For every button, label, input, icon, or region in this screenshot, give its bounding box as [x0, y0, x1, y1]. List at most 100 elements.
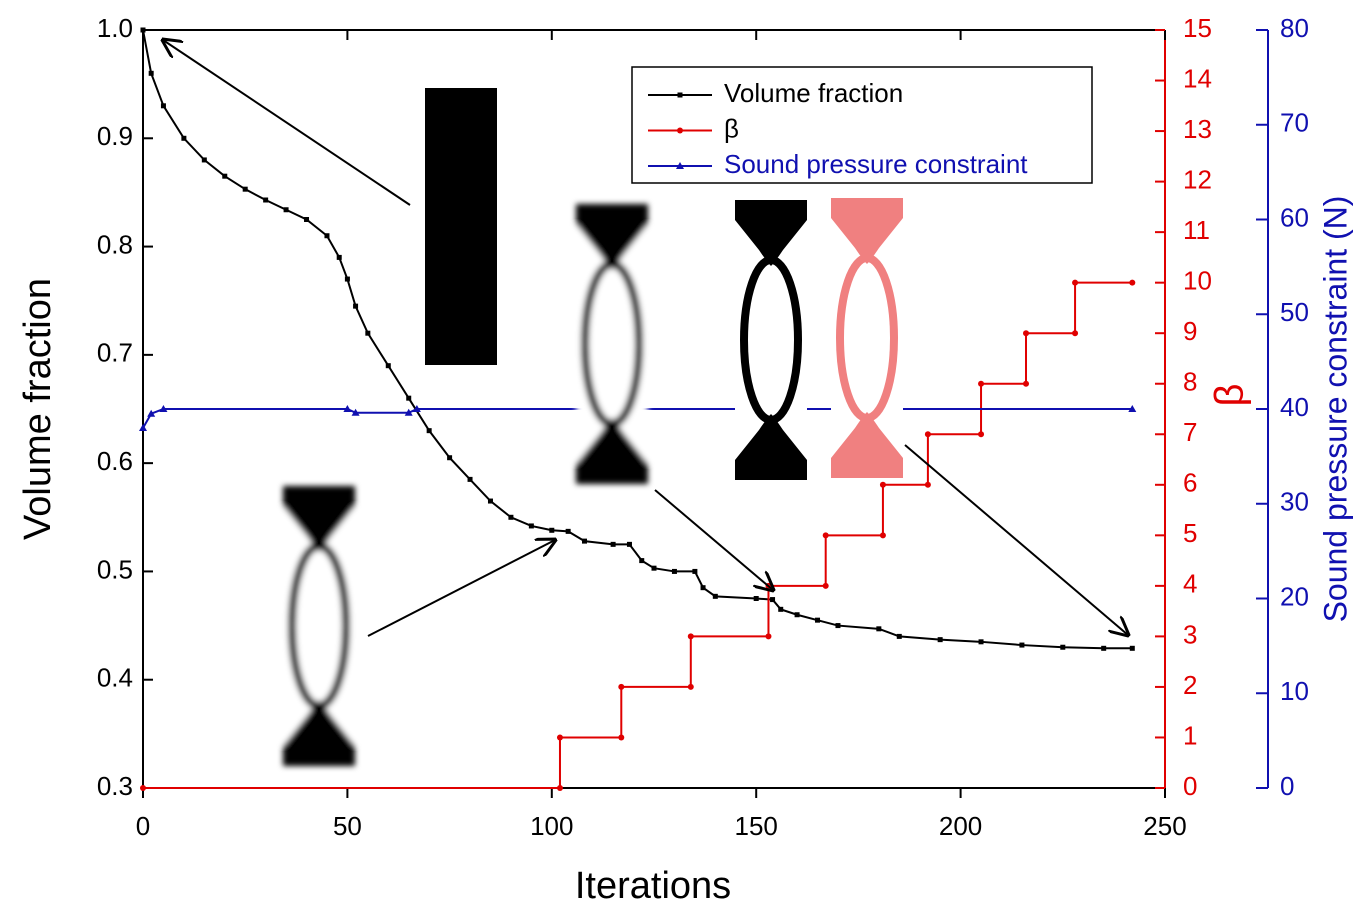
y3-tick-label: 70 [1280, 108, 1309, 138]
arrow [654, 489, 773, 590]
marker [222, 173, 228, 179]
x-tick-label: 250 [1143, 811, 1186, 841]
axis-titles: Iterations Volume fraction β Sound press… [17, 196, 1353, 907]
y2-tick-label: 12 [1183, 164, 1212, 194]
y3-tick-label: 50 [1280, 297, 1309, 327]
y2-tick-label: 1 [1183, 720, 1197, 750]
y2-tick-label: 4 [1183, 569, 1197, 599]
marker [618, 734, 625, 741]
marker [148, 70, 154, 76]
y-axis-title: Volume fraction [17, 278, 59, 540]
arrow [904, 444, 1128, 635]
marker [876, 626, 882, 632]
marker [159, 405, 168, 412]
y2-tick-label: 15 [1183, 13, 1212, 43]
y2-tick-label: 11 [1183, 215, 1210, 245]
marker [692, 568, 698, 574]
marker [556, 785, 563, 791]
y3-tick-label: 0 [1280, 771, 1294, 801]
y2-tick-label: 7 [1183, 417, 1197, 447]
marker [610, 541, 616, 547]
x-tick-label: 100 [530, 811, 573, 841]
y2-tick-label: 10 [1183, 266, 1212, 296]
marker [528, 523, 534, 529]
marker [344, 276, 350, 282]
marker [1072, 279, 1079, 286]
y2-tick-label: 6 [1183, 468, 1197, 498]
marker [879, 481, 886, 488]
y2-tick-label: 8 [1183, 367, 1197, 397]
marker [140, 785, 146, 791]
marker [1129, 279, 1136, 286]
marker [978, 639, 984, 645]
marker [508, 514, 514, 520]
y-tick-label: 0.3 [97, 771, 133, 801]
y3-tick-label: 60 [1280, 202, 1309, 232]
marker [283, 207, 289, 213]
marker [1129, 645, 1135, 651]
marker [582, 538, 588, 544]
marker [639, 558, 645, 564]
y2-axis-title: β [1208, 383, 1252, 406]
y-tick-label: 1.0 [97, 13, 133, 43]
arrow [163, 40, 411, 206]
x-tick-label: 50 [333, 811, 362, 841]
marker [487, 498, 493, 504]
series-line [143, 281, 1133, 789]
marker [336, 254, 342, 260]
marker [426, 428, 432, 434]
marker [978, 431, 985, 438]
marker [924, 431, 931, 438]
x-tick-label: 0 [136, 811, 150, 841]
y-tick-label: 0.4 [97, 663, 133, 693]
marker [139, 423, 147, 431]
y2-tick-label: 3 [1183, 619, 1197, 649]
marker [778, 606, 784, 612]
marker [924, 481, 931, 488]
marker [1072, 330, 1079, 337]
marker [822, 532, 829, 539]
y-tick-label: 0.7 [97, 338, 133, 368]
marker [447, 455, 453, 461]
legend-box [631, 66, 1093, 184]
topology-final [831, 198, 903, 478]
marker [879, 532, 886, 539]
marker [712, 593, 718, 599]
y2-tick-label: 5 [1183, 518, 1197, 548]
marker [343, 405, 352, 412]
marker [671, 568, 677, 574]
marker [896, 633, 902, 639]
marker [770, 597, 776, 603]
marker [677, 127, 683, 134]
y2-tick-label: 0 [1183, 771, 1197, 801]
marker [160, 103, 166, 109]
marker [304, 217, 310, 222]
marker [467, 476, 473, 482]
marker [677, 92, 683, 98]
marker [687, 633, 694, 640]
marker [765, 633, 772, 640]
marker [1101, 645, 1107, 651]
marker [549, 527, 555, 533]
y-tick-label: 0.6 [97, 446, 133, 476]
plot-area: 0 50 100 150 200 2500.30.40.50.60.70.80.91.00… [97, 13, 1309, 841]
marker [687, 683, 694, 690]
marker [556, 734, 563, 741]
marker [978, 380, 985, 387]
topology-sharp [735, 200, 807, 480]
marker [385, 363, 391, 369]
y2-tick-label: 2 [1183, 670, 1197, 700]
marker [815, 617, 821, 623]
legend-label: β [724, 113, 739, 143]
y2-tick-label: 13 [1183, 114, 1212, 144]
marker [651, 565, 657, 571]
marker [1128, 405, 1137, 412]
y3-tick-label: 30 [1280, 487, 1309, 517]
marker [1023, 380, 1030, 387]
marker [201, 157, 207, 163]
y2-tick-label: 14 [1183, 63, 1212, 93]
marker [676, 162, 684, 169]
marker [626, 541, 632, 547]
y-tick-label: 0.9 [97, 121, 133, 151]
